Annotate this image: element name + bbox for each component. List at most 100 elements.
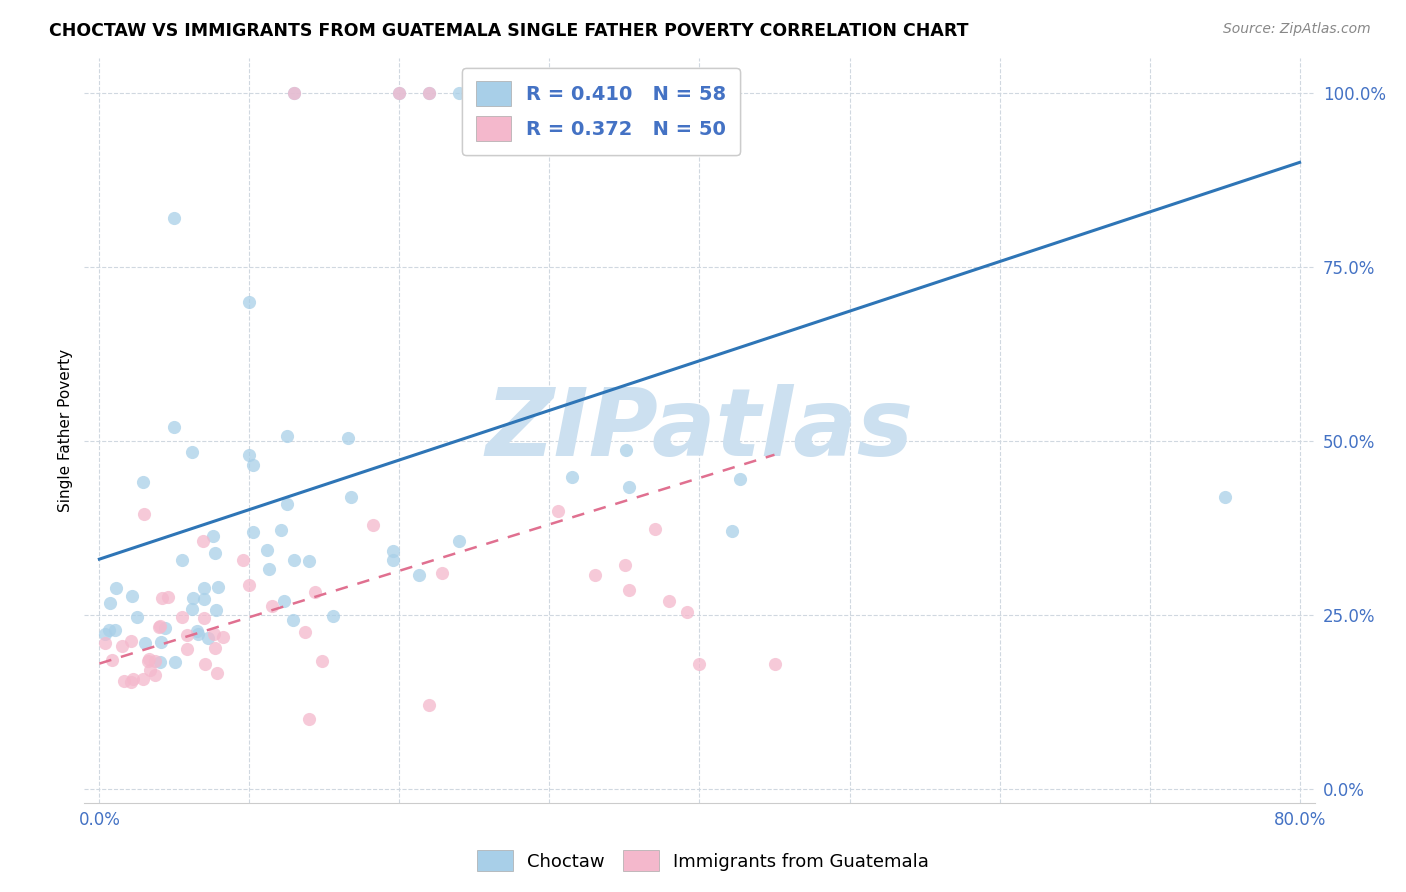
Point [134, 636, 156, 650]
Point [193, 591, 215, 606]
Point [340, 490, 363, 504]
Point [132, 508, 155, 522]
Point [242, 458, 264, 472]
Point [150, 591, 173, 605]
Point [104, 624, 127, 638]
Point [361, 517, 384, 532]
Point [202, 529, 225, 543]
Point [322, 609, 344, 624]
Point [256, 543, 278, 558]
Point [388, 86, 411, 100]
Point [149, 655, 172, 669]
Point [176, 628, 198, 642]
Point [143, 667, 166, 681]
Point [186, 624, 208, 638]
Point [163, 420, 186, 434]
Point [675, 605, 697, 619]
Point [100, 653, 122, 667]
Point [204, 546, 226, 560]
Point [120, 675, 142, 690]
Point [193, 581, 215, 595]
Point [619, 480, 641, 494]
Point [170, 610, 193, 624]
Point [205, 603, 228, 617]
Point [721, 524, 744, 539]
Point [583, 568, 606, 582]
Point [418, 86, 440, 100]
Point [763, 657, 786, 671]
Point [298, 553, 321, 567]
Point [202, 627, 225, 641]
Point [270, 523, 292, 537]
Point [283, 553, 305, 567]
Point [212, 630, 235, 644]
Point [408, 567, 430, 582]
Point [191, 534, 214, 549]
Point [382, 553, 405, 567]
Point [149, 619, 172, 633]
Point [139, 664, 162, 678]
Point [311, 654, 333, 668]
Point [619, 583, 641, 598]
Point [97, 623, 120, 637]
Point [262, 599, 284, 613]
Point [614, 443, 637, 458]
Point [120, 634, 142, 648]
Point [232, 553, 254, 567]
Point [644, 523, 666, 537]
Point [163, 211, 186, 225]
Point [238, 578, 260, 592]
Point [132, 475, 155, 489]
Point [281, 613, 304, 627]
Point [432, 566, 454, 580]
Point [125, 610, 148, 624]
Point [194, 657, 217, 671]
Point [207, 665, 229, 680]
Point [98, 596, 121, 610]
Point [418, 698, 440, 713]
Point [94, 627, 117, 641]
Text: Source: ZipAtlas.com: Source: ZipAtlas.com [1223, 22, 1371, 37]
Point [170, 553, 193, 567]
Point [150, 635, 173, 649]
Point [728, 472, 751, 486]
Point [242, 524, 264, 539]
Point [181, 445, 204, 459]
Point [121, 589, 143, 603]
Point [283, 86, 305, 100]
Point [138, 652, 160, 666]
Point [181, 602, 204, 616]
Point [1213, 490, 1236, 504]
Point [187, 626, 209, 640]
Point [276, 429, 298, 443]
Point [110, 639, 132, 653]
Point [298, 712, 321, 726]
Point [238, 294, 260, 309]
Point [304, 585, 326, 599]
Point [207, 580, 229, 594]
Point [294, 625, 316, 640]
Point [382, 544, 405, 558]
Point [547, 504, 569, 518]
Point [689, 657, 711, 671]
Y-axis label: Single Father Poverty: Single Father Poverty [58, 349, 73, 512]
Point [238, 448, 260, 462]
Point [283, 86, 305, 100]
Point [193, 611, 215, 625]
Point [176, 641, 198, 656]
Text: CHOCTAW VS IMMIGRANTS FROM GUATEMALA SINGLE FATHER POVERTY CORRELATION CHART: CHOCTAW VS IMMIGRANTS FROM GUATEMALA SIN… [49, 22, 969, 40]
Point [561, 469, 583, 483]
Point [613, 558, 636, 572]
Point [183, 591, 205, 606]
Point [658, 594, 681, 608]
Point [273, 594, 295, 608]
Point [93, 636, 115, 650]
Point [257, 562, 280, 576]
Point [447, 533, 470, 548]
Point [105, 581, 128, 595]
Point [121, 672, 143, 686]
Point [143, 654, 166, 668]
Point [337, 431, 360, 445]
Point [132, 672, 155, 686]
Text: ZIPatlas: ZIPatlas [485, 384, 914, 476]
